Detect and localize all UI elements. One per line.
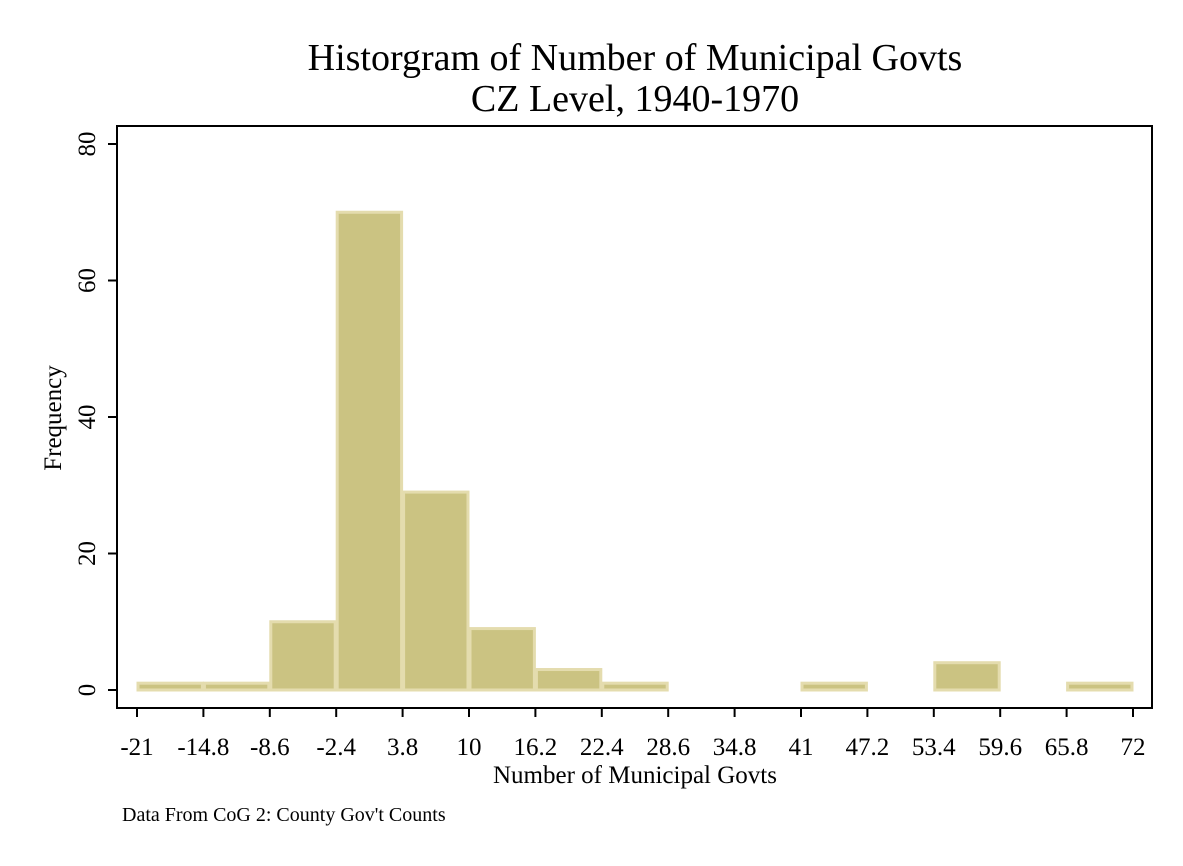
x-tick-label: -14.8	[177, 734, 229, 761]
x-tick-label: 65.8	[1045, 734, 1089, 761]
x-tick-label: 72	[1121, 734, 1146, 761]
histogram-bar	[933, 661, 1001, 692]
x-tick-label: 41	[789, 734, 814, 761]
y-tick-label: 20	[74, 541, 101, 566]
histogram-bar	[534, 668, 603, 692]
histogram-bar	[402, 490, 470, 692]
histogram-bar	[202, 681, 271, 692]
x-tick-label: 53.4	[912, 734, 956, 761]
chart-subtitle: CZ Level, 1940-1970	[471, 78, 799, 120]
y-tick-label: 60	[74, 268, 101, 293]
y-tick-label: 40	[74, 405, 101, 430]
histogram-bar	[601, 681, 669, 692]
x-tick-label: -8.6	[250, 734, 290, 761]
histogram-bar	[269, 620, 337, 692]
chart-note: Data From CoG 2: County Gov't Counts	[122, 804, 446, 826]
y-axis: 0 20 40 60 80	[74, 132, 117, 697]
histogram-bar	[1066, 681, 1134, 692]
x-tick-label: -21	[120, 734, 153, 761]
histogram-bar	[335, 210, 404, 692]
x-tick-label: 3.8	[387, 734, 418, 761]
x-tick-label: 59.6	[978, 734, 1022, 761]
x-tick-label: 16.2	[514, 734, 558, 761]
y-axis-label: Frequency	[40, 365, 67, 471]
histogram-bar	[468, 627, 536, 692]
chart-title: Historgram of Number of Municipal Govts	[308, 37, 963, 79]
x-tick-label: 22.4	[580, 734, 624, 761]
plot-area	[116, 125, 1153, 709]
histogram-bar	[800, 681, 868, 692]
x-axis: -21 -14.8 -8.6 -2.4 3.8 10 16.2 22.4 28.6 34.8 41 4…	[120, 708, 1146, 761]
x-tick-label: 47.2	[846, 734, 890, 761]
histogram-bar	[136, 681, 204, 692]
x-axis-label: Number of Municipal Govts	[493, 762, 777, 789]
y-tick-label: 0	[74, 684, 101, 697]
x-tick-label: 28.6	[646, 734, 690, 761]
y-tick-label: 80	[74, 132, 101, 157]
x-tick-label: -2.4	[316, 734, 356, 761]
bars-layer	[136, 210, 1134, 692]
x-tick-label: 34.8	[713, 734, 757, 761]
x-tick-label: 10	[457, 734, 482, 761]
